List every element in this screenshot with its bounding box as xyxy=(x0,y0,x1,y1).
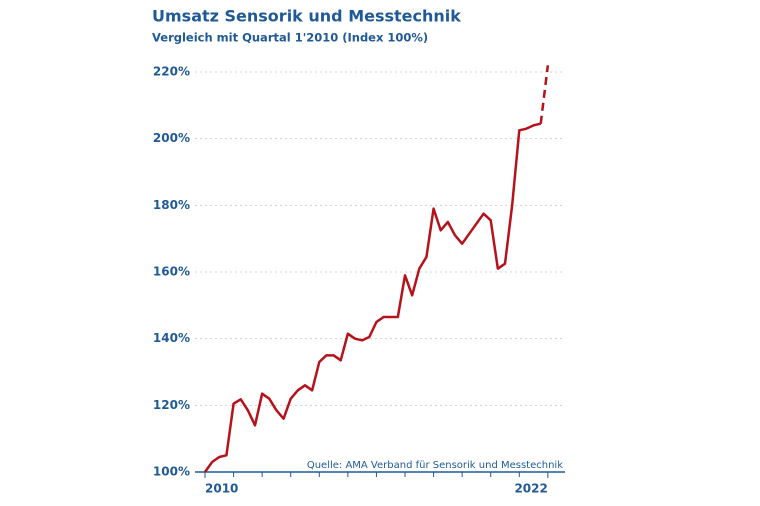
y-tick-label: 160% xyxy=(153,265,190,279)
y-tick-label: 200% xyxy=(153,131,190,145)
y-tick-label: 220% xyxy=(153,65,190,79)
y-tick-label: 120% xyxy=(153,398,190,412)
data-line xyxy=(203,122,541,473)
y-tick-label: 180% xyxy=(153,198,190,212)
chart-subtitle: Vergleich mit Quartal 1'2010 (Index 100%… xyxy=(152,31,428,45)
x-tick-label: 2010 xyxy=(205,482,238,496)
chart-title: Umsatz Sensorik und Messtechnik xyxy=(152,7,461,26)
data-line-dashed xyxy=(539,65,550,124)
source-note: Quelle: AMA Verband für Sensorik und Mes… xyxy=(307,460,563,471)
x-tick-label: 2022 xyxy=(514,482,547,496)
y-tick-label: 100% xyxy=(153,465,190,479)
y-tick-label: 140% xyxy=(153,331,190,345)
